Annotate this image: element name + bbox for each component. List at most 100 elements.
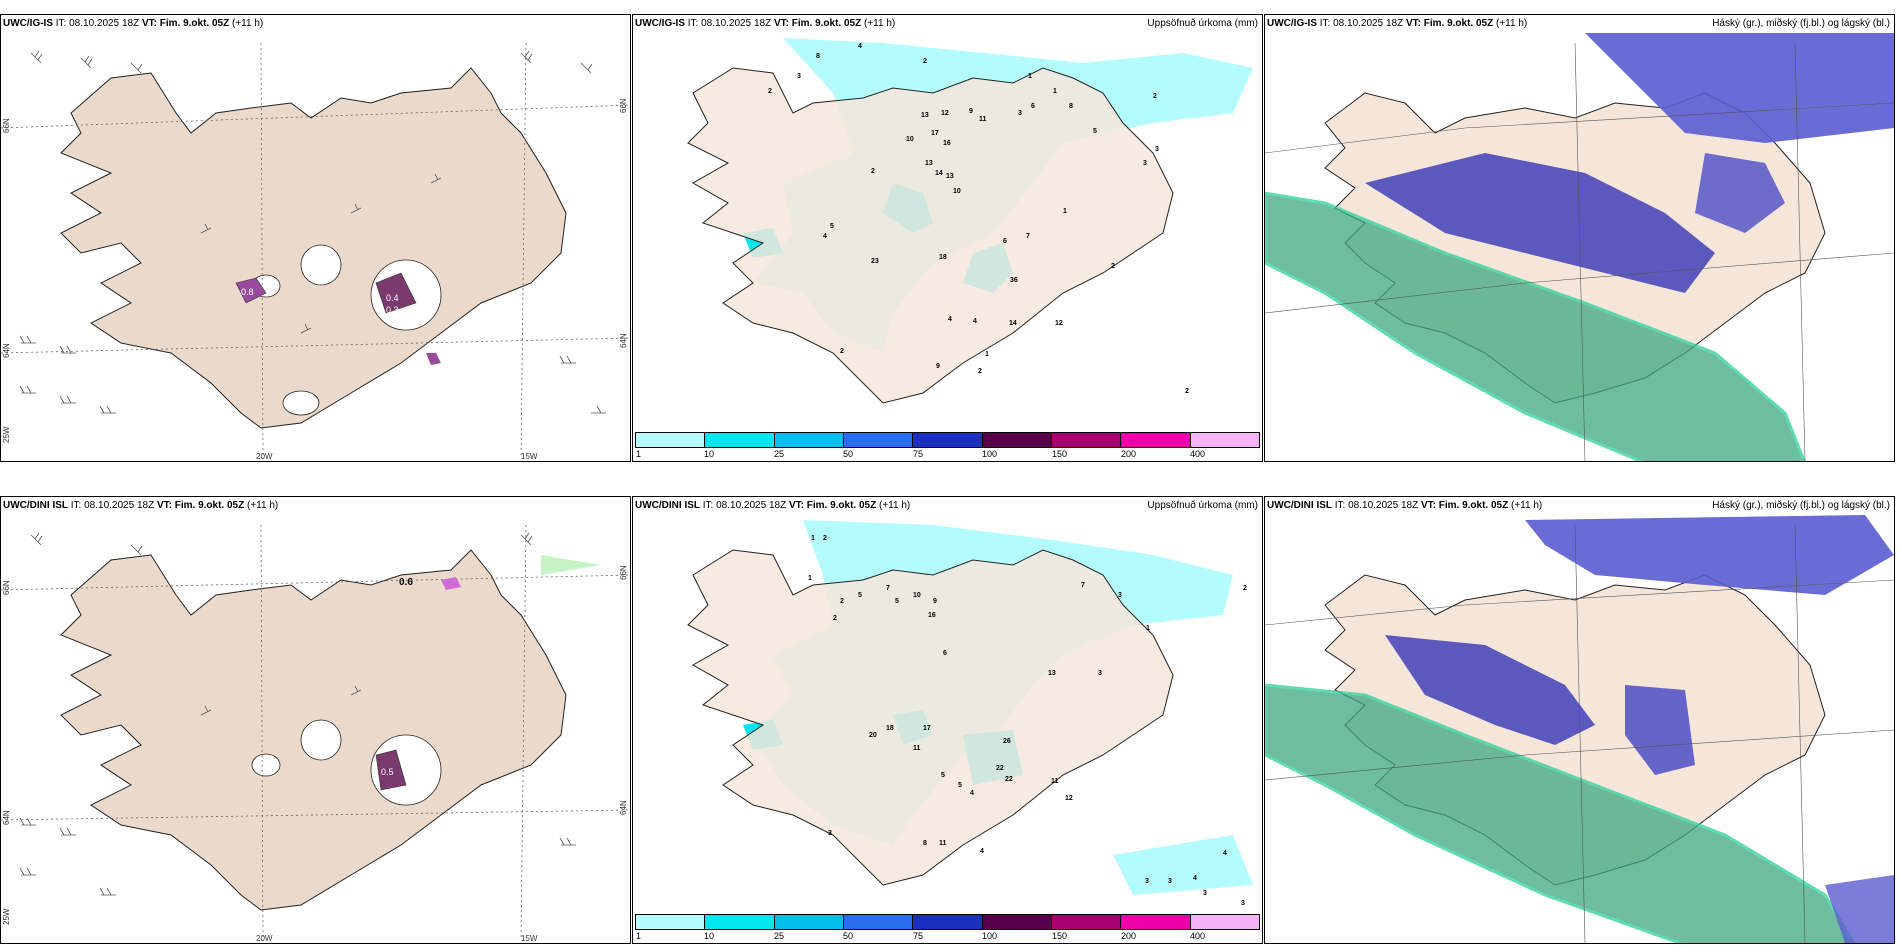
svg-text:5: 5 <box>941 772 945 779</box>
svg-text:6: 6 <box>1031 103 1035 110</box>
wind-map[interactable]: 0.8 0.4 0.3 20W 15W 66N 64N 66N 64N 25W <box>1 33 630 461</box>
colorbar-segment <box>1121 433 1191 447</box>
svg-text:5: 5 <box>895 598 899 605</box>
panel-subtitle: Háský (gr.), miðský (fj.bl.) og lágský (… <box>1712 18 1890 29</box>
colorbar-label: 25 <box>774 449 785 459</box>
svg-text:3: 3 <box>1241 900 1245 905</box>
colorbar-segment <box>982 915 1052 929</box>
precip-values: 8 4 3 2 2 1 1 2 3 13 12 17 16 13 14 13 1… <box>768 43 1189 395</box>
colorbar-segment <box>705 433 775 447</box>
cloud-map[interactable] <box>1265 33 1894 461</box>
svg-text:3: 3 <box>828 830 832 837</box>
precip-map[interactable]: 8 4 3 2 2 1 1 2 3 13 12 17 16 13 14 13 1… <box>633 33 1262 423</box>
svg-text:1: 1 <box>1063 208 1067 215</box>
svg-text:14: 14 <box>1009 320 1017 327</box>
colorbar-segment <box>636 915 706 929</box>
svg-text:2: 2 <box>833 615 837 622</box>
svg-text:23: 23 <box>871 258 879 265</box>
colorbar-label: 150 <box>1052 449 1068 459</box>
svg-text:11: 11 <box>979 116 987 123</box>
lat-label: 66N <box>2 580 11 595</box>
graticule <box>1265 42 1894 461</box>
svg-text:18: 18 <box>939 254 947 261</box>
svg-text:12: 12 <box>1065 795 1073 802</box>
precip-colorbar <box>635 432 1260 448</box>
svg-text:2: 2 <box>823 535 827 542</box>
colorbar-segment <box>913 433 983 447</box>
panel-subtitle: Háský (gr.), miðský (fj.bl.) og lágský (… <box>1712 500 1890 511</box>
svg-text:3: 3 <box>1018 110 1022 117</box>
panel-title: UWC/IG-IS IT: 08.10.2025 18Z VT: Fim. 9.… <box>3 18 264 29</box>
colorbar-segment <box>1121 915 1191 929</box>
svg-text:8: 8 <box>816 53 820 60</box>
colorbar-segment <box>1051 915 1122 929</box>
lat-label: 66N <box>2 118 11 133</box>
svg-text:17: 17 <box>923 725 931 732</box>
svg-text:9: 9 <box>936 363 940 370</box>
svg-text:2: 2 <box>840 348 844 355</box>
svg-text:1: 1 <box>1146 625 1150 632</box>
colorbar-label: 100 <box>982 449 998 459</box>
svg-text:4: 4 <box>973 318 977 325</box>
svg-text:26: 26 <box>1003 738 1011 745</box>
lat-label: 64N <box>2 810 11 825</box>
svg-text:3: 3 <box>1118 592 1122 599</box>
panel-subtitle: Uppsöfnuð úrkoma (mm) <box>1147 18 1258 29</box>
colorbar-label: 50 <box>843 449 854 459</box>
svg-text:5: 5 <box>858 592 862 599</box>
svg-text:2: 2 <box>978 368 982 375</box>
colorbar-label: 75 <box>913 931 924 941</box>
wind-panel-bottom: UWC/DINI ISL IT: 08.10.2025 18Z VT: Fim.… <box>0 496 631 944</box>
precip-colorbar <box>635 914 1260 930</box>
cloud-areas <box>1265 33 1894 461</box>
cloud-map[interactable] <box>1265 515 1894 943</box>
svg-text:4: 4 <box>823 233 827 240</box>
svg-text:20: 20 <box>869 732 877 739</box>
lat-label: 66N <box>619 565 628 580</box>
svg-text:13: 13 <box>946 173 954 180</box>
lat-label: 25W <box>2 426 11 443</box>
svg-text:2: 2 <box>923 58 927 65</box>
icing-value: 0.3 <box>386 305 399 315</box>
svg-text:13: 13 <box>921 112 929 119</box>
svg-text:7: 7 <box>1026 233 1030 240</box>
svg-text:5: 5 <box>1093 128 1097 135</box>
svg-text:4: 4 <box>1193 875 1197 882</box>
svg-text:14: 14 <box>935 170 943 177</box>
svg-text:12: 12 <box>1055 320 1063 327</box>
lat-label: 64N <box>619 800 628 815</box>
wind-map[interactable]: 0.6 0.5 20W 15W 66N 64N 66N 64N 25W <box>1 515 630 943</box>
cloud-panel-top: UWC/IG-IS IT: 08.10.2025 18Z VT: Fim. 9.… <box>1264 14 1895 462</box>
wind-panel-top: UWC/IG-IS IT: 08.10.2025 18Z VT: Fim. 9.… <box>0 14 631 462</box>
svg-text:1: 1 <box>985 351 989 358</box>
svg-text:10: 10 <box>906 136 914 143</box>
panel-title: UWC/IG-IS IT: 08.10.2025 18Z VT: Fim. 9.… <box>1267 18 1528 29</box>
svg-text:3: 3 <box>1155 146 1159 153</box>
svg-text:2: 2 <box>1185 388 1189 395</box>
svg-text:9: 9 <box>969 108 973 115</box>
colorbar-label: 1 <box>636 449 642 459</box>
svg-text:4: 4 <box>980 848 984 855</box>
colorbar-label: 10 <box>704 449 715 459</box>
svg-text:10: 10 <box>913 592 921 599</box>
colorbar-segment <box>1190 915 1259 929</box>
icing-value: 0.5 <box>381 767 394 777</box>
svg-text:3: 3 <box>1203 890 1207 897</box>
svg-text:2: 2 <box>840 598 844 605</box>
icing-area <box>375 749 407 791</box>
colorbar-segment <box>774 915 844 929</box>
svg-text:6: 6 <box>1003 238 1007 245</box>
cloud-areas <box>1265 515 1894 943</box>
icing-areas <box>235 272 441 365</box>
graticule <box>1 524 630 941</box>
precip-map[interactable]: 1 2 1 2 5 7 10 9 16 5 6 2 3 7 13 3 20 18… <box>633 515 1262 905</box>
colorbar-segment <box>982 433 1052 447</box>
colorbar-label: 150 <box>1052 931 1068 941</box>
svg-text:3: 3 <box>1098 670 1102 677</box>
svg-text:11: 11 <box>913 745 921 752</box>
colorbar-labels: 1 10 25 50 75 100 150 200 400 <box>635 449 1260 461</box>
svg-text:12: 12 <box>941 110 949 117</box>
colorbar-label: 200 <box>1121 931 1137 941</box>
precip-panel-bottom: UWC/DINI ISL IT: 08.10.2025 18Z VT: Fim.… <box>632 496 1263 944</box>
svg-text:1: 1 <box>811 535 815 542</box>
